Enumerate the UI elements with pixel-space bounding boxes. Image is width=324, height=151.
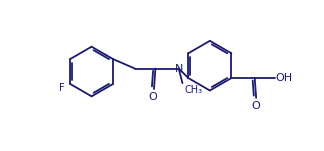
Text: CH₃: CH₃ <box>185 85 203 95</box>
Text: N: N <box>175 64 183 74</box>
Text: F: F <box>59 83 64 93</box>
Text: O: O <box>251 101 260 111</box>
Text: O: O <box>149 92 157 102</box>
Text: OH: OH <box>276 73 293 83</box>
